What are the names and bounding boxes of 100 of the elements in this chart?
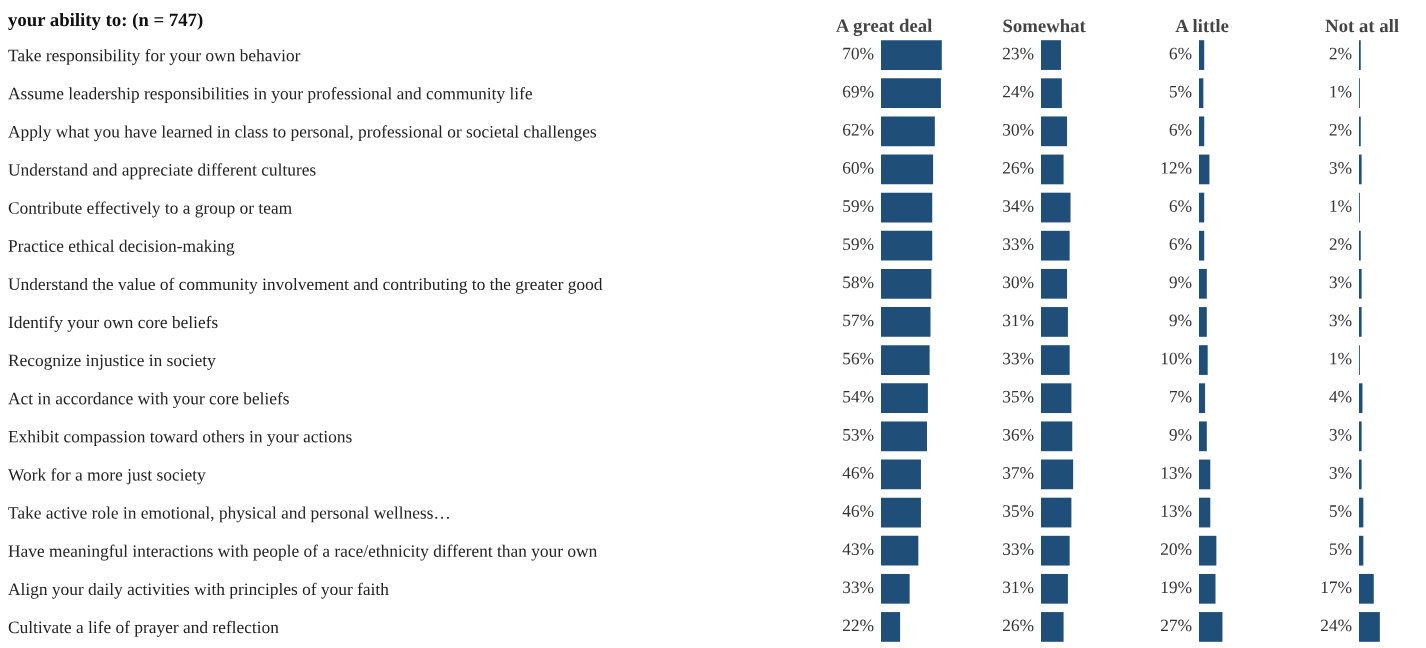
data-label: 62% xyxy=(842,123,874,136)
bar xyxy=(1041,192,1071,223)
chart-title: Somewhat xyxy=(1003,19,1086,33)
data-label: 19% xyxy=(1161,581,1192,594)
bar xyxy=(881,612,901,642)
data-label: 58% xyxy=(843,276,874,289)
data-label: 1% xyxy=(1330,85,1352,98)
bar xyxy=(1041,40,1061,70)
bar xyxy=(1199,154,1210,185)
bar xyxy=(1041,78,1062,109)
y-tick-label: Exhibit compassion toward others in your actions xyxy=(8,430,352,447)
bar xyxy=(1041,459,1074,490)
data-label: 33% xyxy=(1003,543,1034,556)
y-tick-label: Have meaningful interactions with people of a race/ethnicity different than your own xyxy=(8,544,598,561)
data-label: 26% xyxy=(1003,619,1034,632)
y-tick-label: Align your daily activities with principles of your faith xyxy=(8,582,389,599)
data-label: 4% xyxy=(1329,390,1352,403)
data-label: 33% xyxy=(1003,238,1034,251)
chart-title: A great deal xyxy=(836,18,933,36)
bar xyxy=(1199,497,1211,528)
y-tick-label: Work for a more just society xyxy=(8,468,206,485)
data-label: 35% xyxy=(1003,505,1034,517)
bar xyxy=(881,116,935,147)
y-tick-label: Take active role in emotional, physical and personal wellness… xyxy=(8,506,449,523)
data-label: 59% xyxy=(843,238,874,251)
y-tick-label: Contribute effectively to a group or team xyxy=(8,201,292,218)
data-label: 3% xyxy=(1329,276,1352,289)
data-label: 1% xyxy=(1330,352,1352,365)
data-label: 46% xyxy=(842,467,874,479)
data-label: 2% xyxy=(1329,238,1352,251)
bar xyxy=(1199,383,1206,414)
y-tick-label: Assume leadership responsibilities in your professional and community life xyxy=(8,87,532,104)
data-label: 9% xyxy=(1169,428,1192,441)
bar xyxy=(1199,116,1205,147)
data-label: 31% xyxy=(1003,314,1034,327)
bar xyxy=(1041,268,1068,299)
bar xyxy=(1359,535,1364,566)
y-tick-label: Practice ethical decision-making xyxy=(8,239,235,256)
bar xyxy=(1359,307,1362,337)
bar xyxy=(1359,573,1374,604)
data-label: 22% xyxy=(843,619,874,632)
data-label: 46% xyxy=(842,505,874,517)
bar xyxy=(1041,421,1073,452)
bar xyxy=(881,573,910,604)
data-label: 70% xyxy=(843,47,874,60)
y-tick-label: Act in accordance with your core beliefs xyxy=(8,392,289,409)
bar xyxy=(881,268,932,299)
data-label: 24% xyxy=(1003,85,1034,98)
data-label: 2% xyxy=(1329,47,1352,60)
data-label: 7% xyxy=(1170,390,1192,403)
data-label: 33% xyxy=(843,581,874,594)
data-label: 17% xyxy=(1321,581,1352,594)
bar xyxy=(1359,459,1362,490)
bar xyxy=(1359,612,1380,642)
data-label: 35% xyxy=(1003,390,1034,403)
bar xyxy=(1041,307,1068,337)
text: your ability to: (n = 747) xyxy=(8,12,203,30)
data-label: 57% xyxy=(843,314,874,327)
bar xyxy=(1041,497,1072,528)
bar xyxy=(1041,612,1064,642)
bar xyxy=(1359,421,1362,452)
bar xyxy=(1359,154,1362,185)
data-label: 3% xyxy=(1329,314,1352,327)
y-tick-label: Understand and appreciate different cultures xyxy=(8,163,316,180)
chart-title: A little xyxy=(1175,19,1229,33)
data-label: 37% xyxy=(1003,467,1034,479)
bar xyxy=(1359,497,1364,528)
bar xyxy=(881,40,942,70)
bar xyxy=(1199,78,1204,109)
bar xyxy=(1199,612,1223,642)
bar xyxy=(1041,535,1070,566)
data-label: 9% xyxy=(1169,276,1192,289)
data-label: 36% xyxy=(1003,428,1034,441)
bar xyxy=(881,383,928,414)
data-label: 13% xyxy=(1161,505,1192,517)
bar xyxy=(1199,573,1216,604)
bar xyxy=(1199,421,1207,452)
bar xyxy=(881,459,921,490)
y-tick-label: Take responsibility for your own behavior xyxy=(8,48,301,65)
bar xyxy=(881,345,930,375)
y-tick-label: Recognize injustice in society xyxy=(8,354,216,370)
data-label: 9% xyxy=(1169,314,1192,327)
bar xyxy=(1041,383,1072,414)
data-label: 10% xyxy=(1161,352,1192,365)
data-label: 3% xyxy=(1329,467,1352,479)
data-label: 53% xyxy=(843,428,874,441)
data-label: 60% xyxy=(842,162,874,174)
chart-title: Not at all xyxy=(1325,19,1399,33)
bar xyxy=(1199,535,1217,566)
bar xyxy=(1199,192,1205,223)
data-label: 6% xyxy=(1169,238,1192,251)
data-label: 27% xyxy=(1161,619,1192,632)
y-tick-label: Understand the value of community involvement and contributing to the greater good xyxy=(8,277,603,294)
data-label: 12% xyxy=(1161,162,1192,174)
bar xyxy=(1199,307,1207,337)
data-label: 6% xyxy=(1169,47,1192,60)
data-label: 24% xyxy=(1321,619,1352,632)
bar xyxy=(881,230,933,261)
bar xyxy=(1199,345,1208,375)
data-label: 5% xyxy=(1329,543,1352,556)
